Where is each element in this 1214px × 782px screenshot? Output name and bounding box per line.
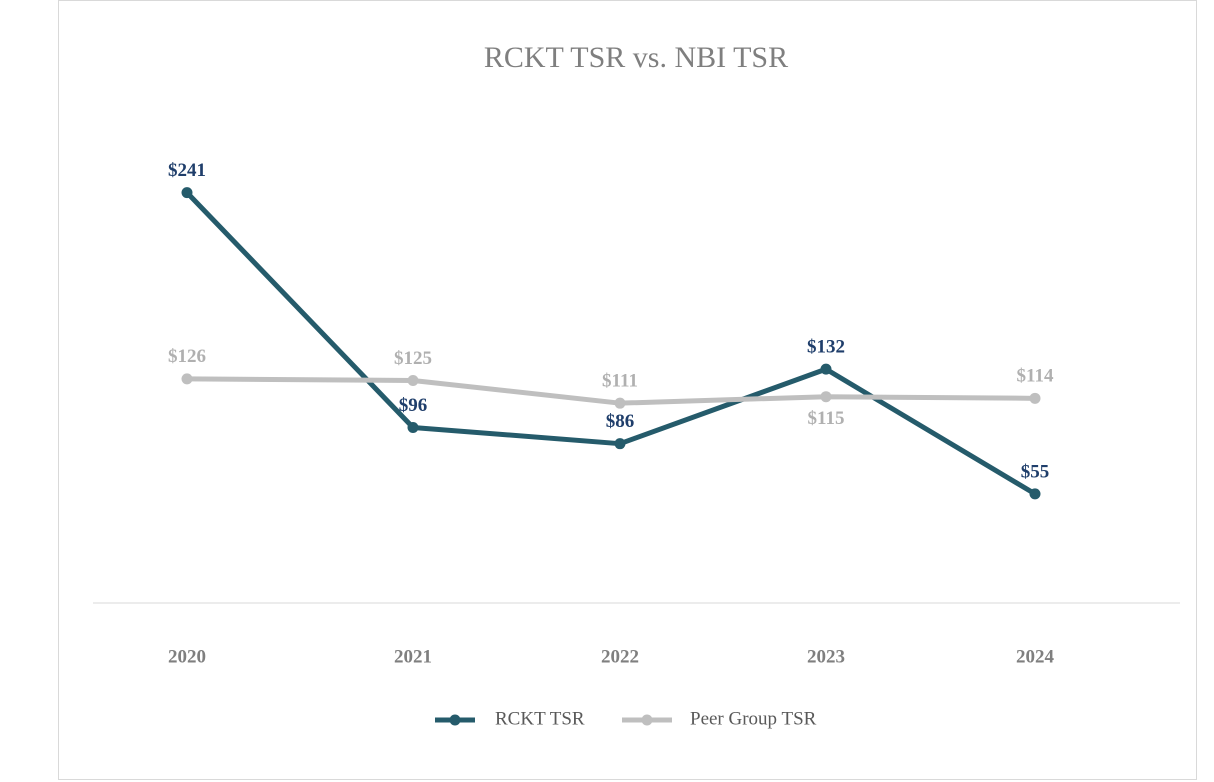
data-point (407, 421, 419, 433)
chart-border (58, 0, 1197, 780)
data-label: $96 (399, 395, 428, 416)
data-point (820, 363, 832, 375)
data-point (614, 397, 626, 409)
data-point (614, 438, 626, 450)
x-tick-label: 2021 (394, 646, 432, 667)
data-label: $114 (1017, 366, 1054, 387)
data-point (820, 391, 832, 403)
data-label: $126 (168, 346, 206, 367)
data-label: $86 (606, 411, 635, 432)
data-point (181, 187, 193, 199)
data-label: $55 (1021, 461, 1050, 482)
data-label: $115 (808, 408, 845, 429)
x-tick-label: 2022 (601, 646, 639, 667)
legend-label: Peer Group TSR (690, 708, 817, 729)
legend-marker (449, 714, 461, 726)
chart-title: RCKT TSR vs. NBI TSR (484, 41, 788, 74)
x-tick-label: 2023 (807, 646, 845, 667)
data-point (407, 375, 419, 386)
data-point (1029, 488, 1041, 500)
data-label: $241 (168, 160, 206, 181)
data-point (181, 373, 193, 385)
x-tick-label: 2020 (168, 646, 206, 667)
data-point (1029, 392, 1041, 404)
data-label: $125 (394, 348, 432, 369)
x-tick-label: 2024 (1016, 646, 1055, 667)
data-label: $111 (602, 371, 638, 392)
data-label: $132 (807, 337, 845, 358)
legend-label: RCKT TSR (495, 708, 585, 729)
legend-marker (641, 714, 653, 726)
